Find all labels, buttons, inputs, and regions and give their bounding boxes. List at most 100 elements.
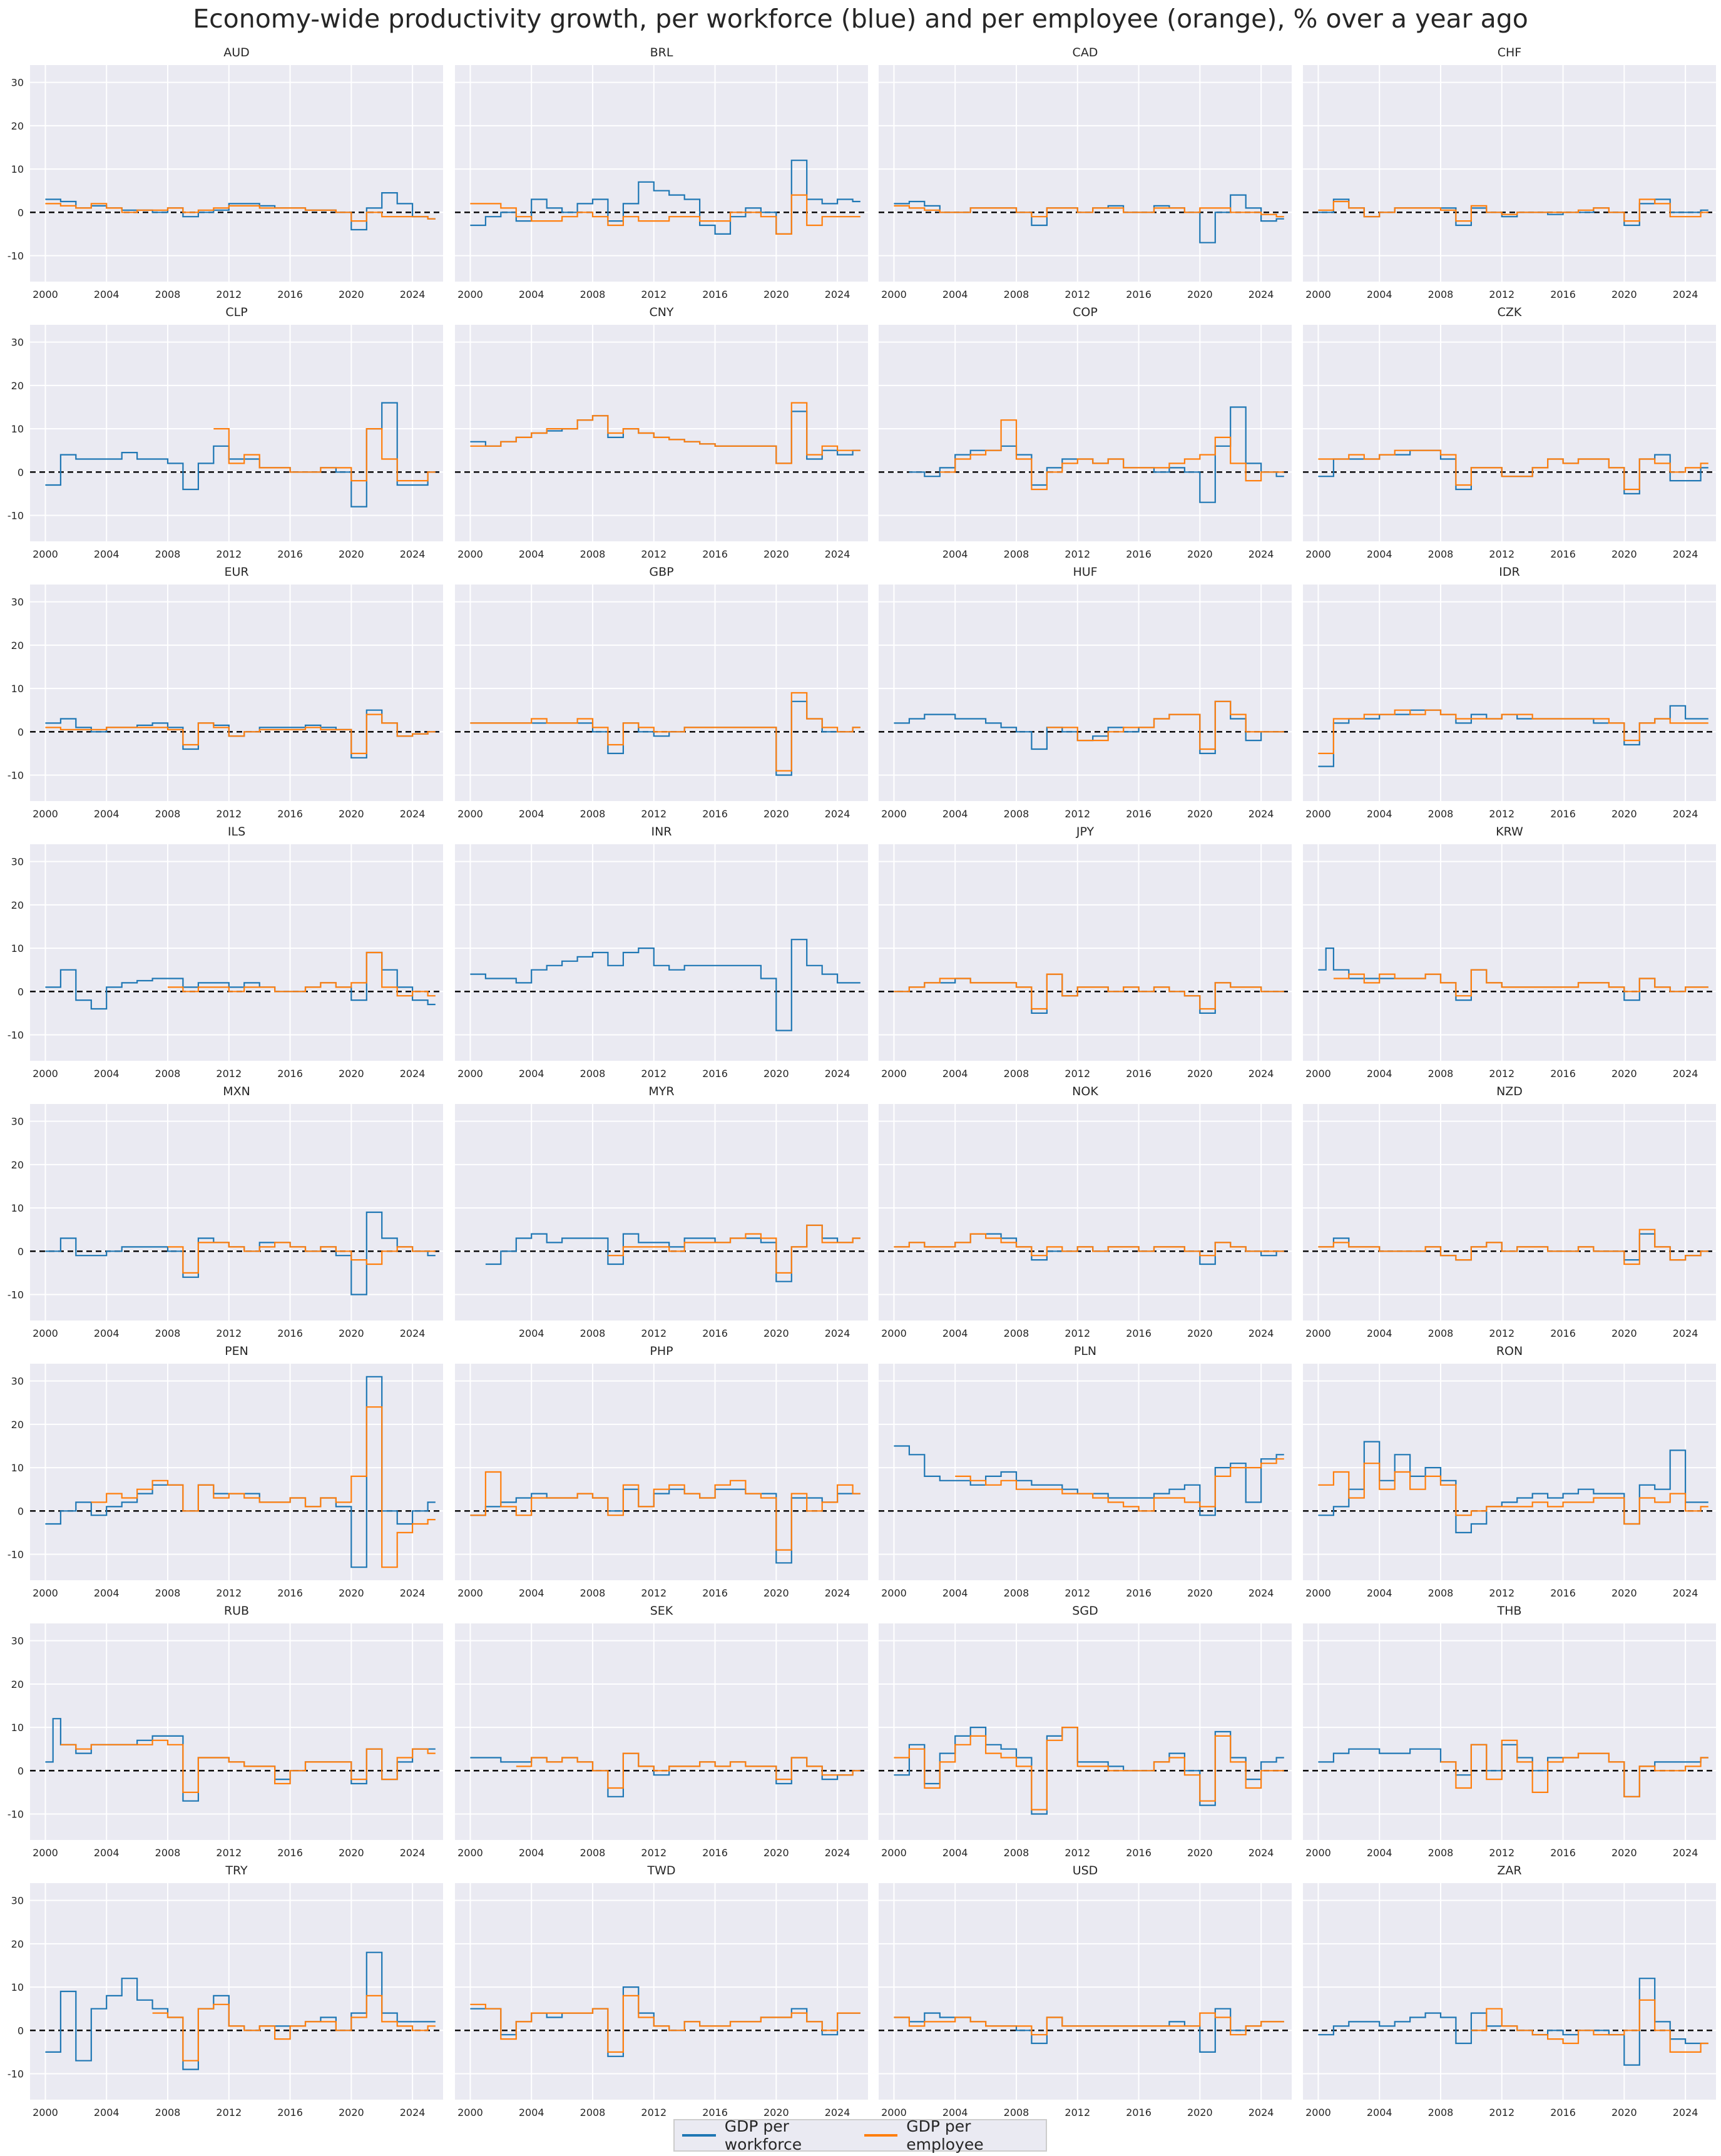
panel-title-huf: HUF <box>1073 565 1097 579</box>
series-line-employee-ron <box>1318 1463 1708 1525</box>
y-tick-label: 0 <box>18 207 24 218</box>
x-tick-label: 2016 <box>1126 808 1152 820</box>
series-line-workforce-ron <box>1318 1441 1708 1533</box>
x-tick-label: 2008 <box>1004 1327 1029 1339</box>
x-tick-label: 2024 <box>400 548 426 560</box>
y-tick-label: 30 <box>11 1376 24 1387</box>
x-tick-label: 2004 <box>942 2107 968 2118</box>
x-tick-label: 2008 <box>1428 1327 1454 1339</box>
x-tick-label: 2008 <box>1004 289 1029 300</box>
x-tick-label: 2020 <box>1611 1327 1637 1339</box>
x-tick-label: 2024 <box>400 1587 426 1599</box>
panel-title-nok: NOK <box>1072 1085 1098 1098</box>
x-tick-label: 2024 <box>400 1327 426 1339</box>
series-line-employee-php <box>470 1471 860 1551</box>
panel-title-ron: RON <box>1496 1344 1523 1358</box>
x-tick-label: 2020 <box>339 289 364 300</box>
panel-title-try: TRY <box>225 1864 248 1878</box>
x-tick-label: 2024 <box>400 1068 426 1080</box>
plot-area-usd <box>879 1883 1292 2100</box>
x-tick-label: 2020 <box>1611 1587 1637 1599</box>
x-tick-label: 2012 <box>1065 548 1090 560</box>
x-tick-label: 2000 <box>457 1847 483 1859</box>
x-tick-label: 2016 <box>1126 1847 1152 1859</box>
legend-label-workforce: GDP per workforce <box>724 2117 802 2153</box>
y-tick-label: 30 <box>11 1116 24 1128</box>
x-tick-label: 2000 <box>1305 1847 1331 1859</box>
x-tick-label: 2000 <box>1305 2107 1331 2118</box>
x-tick-label: 2024 <box>1249 1847 1274 1859</box>
plot-area-ron <box>1303 1364 1716 1580</box>
x-tick-label: 2000 <box>33 1327 58 1339</box>
plot-area-idr <box>1303 585 1716 801</box>
series-line-employee-usd <box>894 2012 1284 2036</box>
x-tick-label: 2008 <box>580 2107 606 2118</box>
x-tick-label: 2020 <box>339 2107 364 2118</box>
x-tick-label: 2020 <box>1611 2107 1637 2118</box>
panel-title-sgd: SGD <box>1072 1604 1098 1618</box>
panel-ils: ILS -10 0 10 20 30 2000 2004 2008 2012 2016 2020 202… <box>8 825 443 1080</box>
x-tick-label: 2008 <box>580 1327 606 1339</box>
x-tick-label: 2016 <box>277 1847 303 1859</box>
panel-title-usd: USD <box>1073 1864 1098 1878</box>
series-line-workforce-inr <box>470 939 860 1031</box>
x-tick-label: 2008 <box>1004 808 1029 820</box>
panel-sgd: SGD 2000 2004 2008 2012 2016 2020 2024 <box>879 1604 1292 1859</box>
x-tick-label: 2008 <box>1428 289 1454 300</box>
x-tick-label: 2016 <box>277 2107 303 2118</box>
x-tick-label: 2004 <box>94 1068 120 1080</box>
x-tick-label: 2016 <box>277 1068 303 1080</box>
series-line-employee-cad <box>894 205 1284 218</box>
panel-inr: INR 2000 2004 2008 2012 2016 2020 2024 <box>455 825 868 1080</box>
x-tick-label: 2012 <box>1065 1847 1090 1859</box>
x-tick-label: 2008 <box>155 1847 181 1859</box>
x-tick-label: 2000 <box>457 1068 483 1080</box>
x-tick-label: 2024 <box>825 2107 850 2118</box>
x-tick-label: 2008 <box>155 1068 181 1080</box>
series-line-employee-gbp <box>470 692 860 772</box>
x-tick-label: 2024 <box>1673 1327 1698 1339</box>
legend: GDP per workforce GDP per employee <box>673 2117 1047 2153</box>
x-tick-label: 2020 <box>1611 1068 1637 1080</box>
y-tick-label: 20 <box>11 1419 24 1431</box>
panel-title-myr: MYR <box>648 1085 674 1098</box>
x-tick-label: 2004 <box>94 289 120 300</box>
x-tick-label: 2012 <box>1065 2107 1090 2118</box>
y-tick-label: 0 <box>18 2025 24 2036</box>
series-line-employee-idr <box>1318 709 1708 754</box>
panel-title-rub: RUB <box>224 1604 249 1618</box>
panel-title-cop: COP <box>1073 305 1098 319</box>
series-line-employee-zar <box>1471 1999 1708 2053</box>
x-tick-label: 2016 <box>1550 2107 1576 2118</box>
x-tick-label: 2020 <box>339 808 364 820</box>
y-tick-label: 20 <box>11 640 24 651</box>
x-tick-label: 2024 <box>1673 548 1698 560</box>
x-tick-label: 2024 <box>1673 2107 1698 2118</box>
x-tick-label: 2020 <box>763 1847 789 1859</box>
x-tick-label: 2012 <box>1065 1327 1090 1339</box>
x-tick-label: 2000 <box>1305 808 1331 820</box>
plot-area-php <box>455 1364 868 1580</box>
panel-nok: NOK 2000 2004 2008 2012 2016 2020 2024 <box>879 1085 1292 1339</box>
x-tick-label: 2020 <box>1611 548 1637 560</box>
panel-title-chf: CHF <box>1498 46 1521 59</box>
x-tick-label: 2012 <box>1489 1587 1514 1599</box>
panel-idr: IDR 2000 2004 2008 2012 2016 2020 2024 <box>1303 565 1716 820</box>
x-tick-label: 2008 <box>1004 548 1029 560</box>
x-tick-label: 2000 <box>33 289 58 300</box>
series-line-employee-czk <box>1318 449 1708 491</box>
x-tick-label: 2016 <box>277 1587 303 1599</box>
y-tick-label: 10 <box>11 163 24 175</box>
x-tick-label: 2000 <box>33 1847 58 1859</box>
plot-area-nok <box>879 1104 1292 1321</box>
y-tick-label: 30 <box>11 1635 24 1647</box>
x-tick-label: 2004 <box>1367 2107 1392 2118</box>
y-tick-label: 20 <box>11 899 24 911</box>
series-line-employee-chf <box>1318 198 1708 222</box>
x-tick-label: 2004 <box>942 1327 968 1339</box>
x-tick-label: 2020 <box>763 1068 789 1080</box>
x-tick-label: 2016 <box>702 808 728 820</box>
x-tick-label: 2016 <box>1126 2107 1152 2118</box>
x-tick-label: 2024 <box>1249 1068 1274 1080</box>
x-tick-label: 2016 <box>702 1847 728 1859</box>
